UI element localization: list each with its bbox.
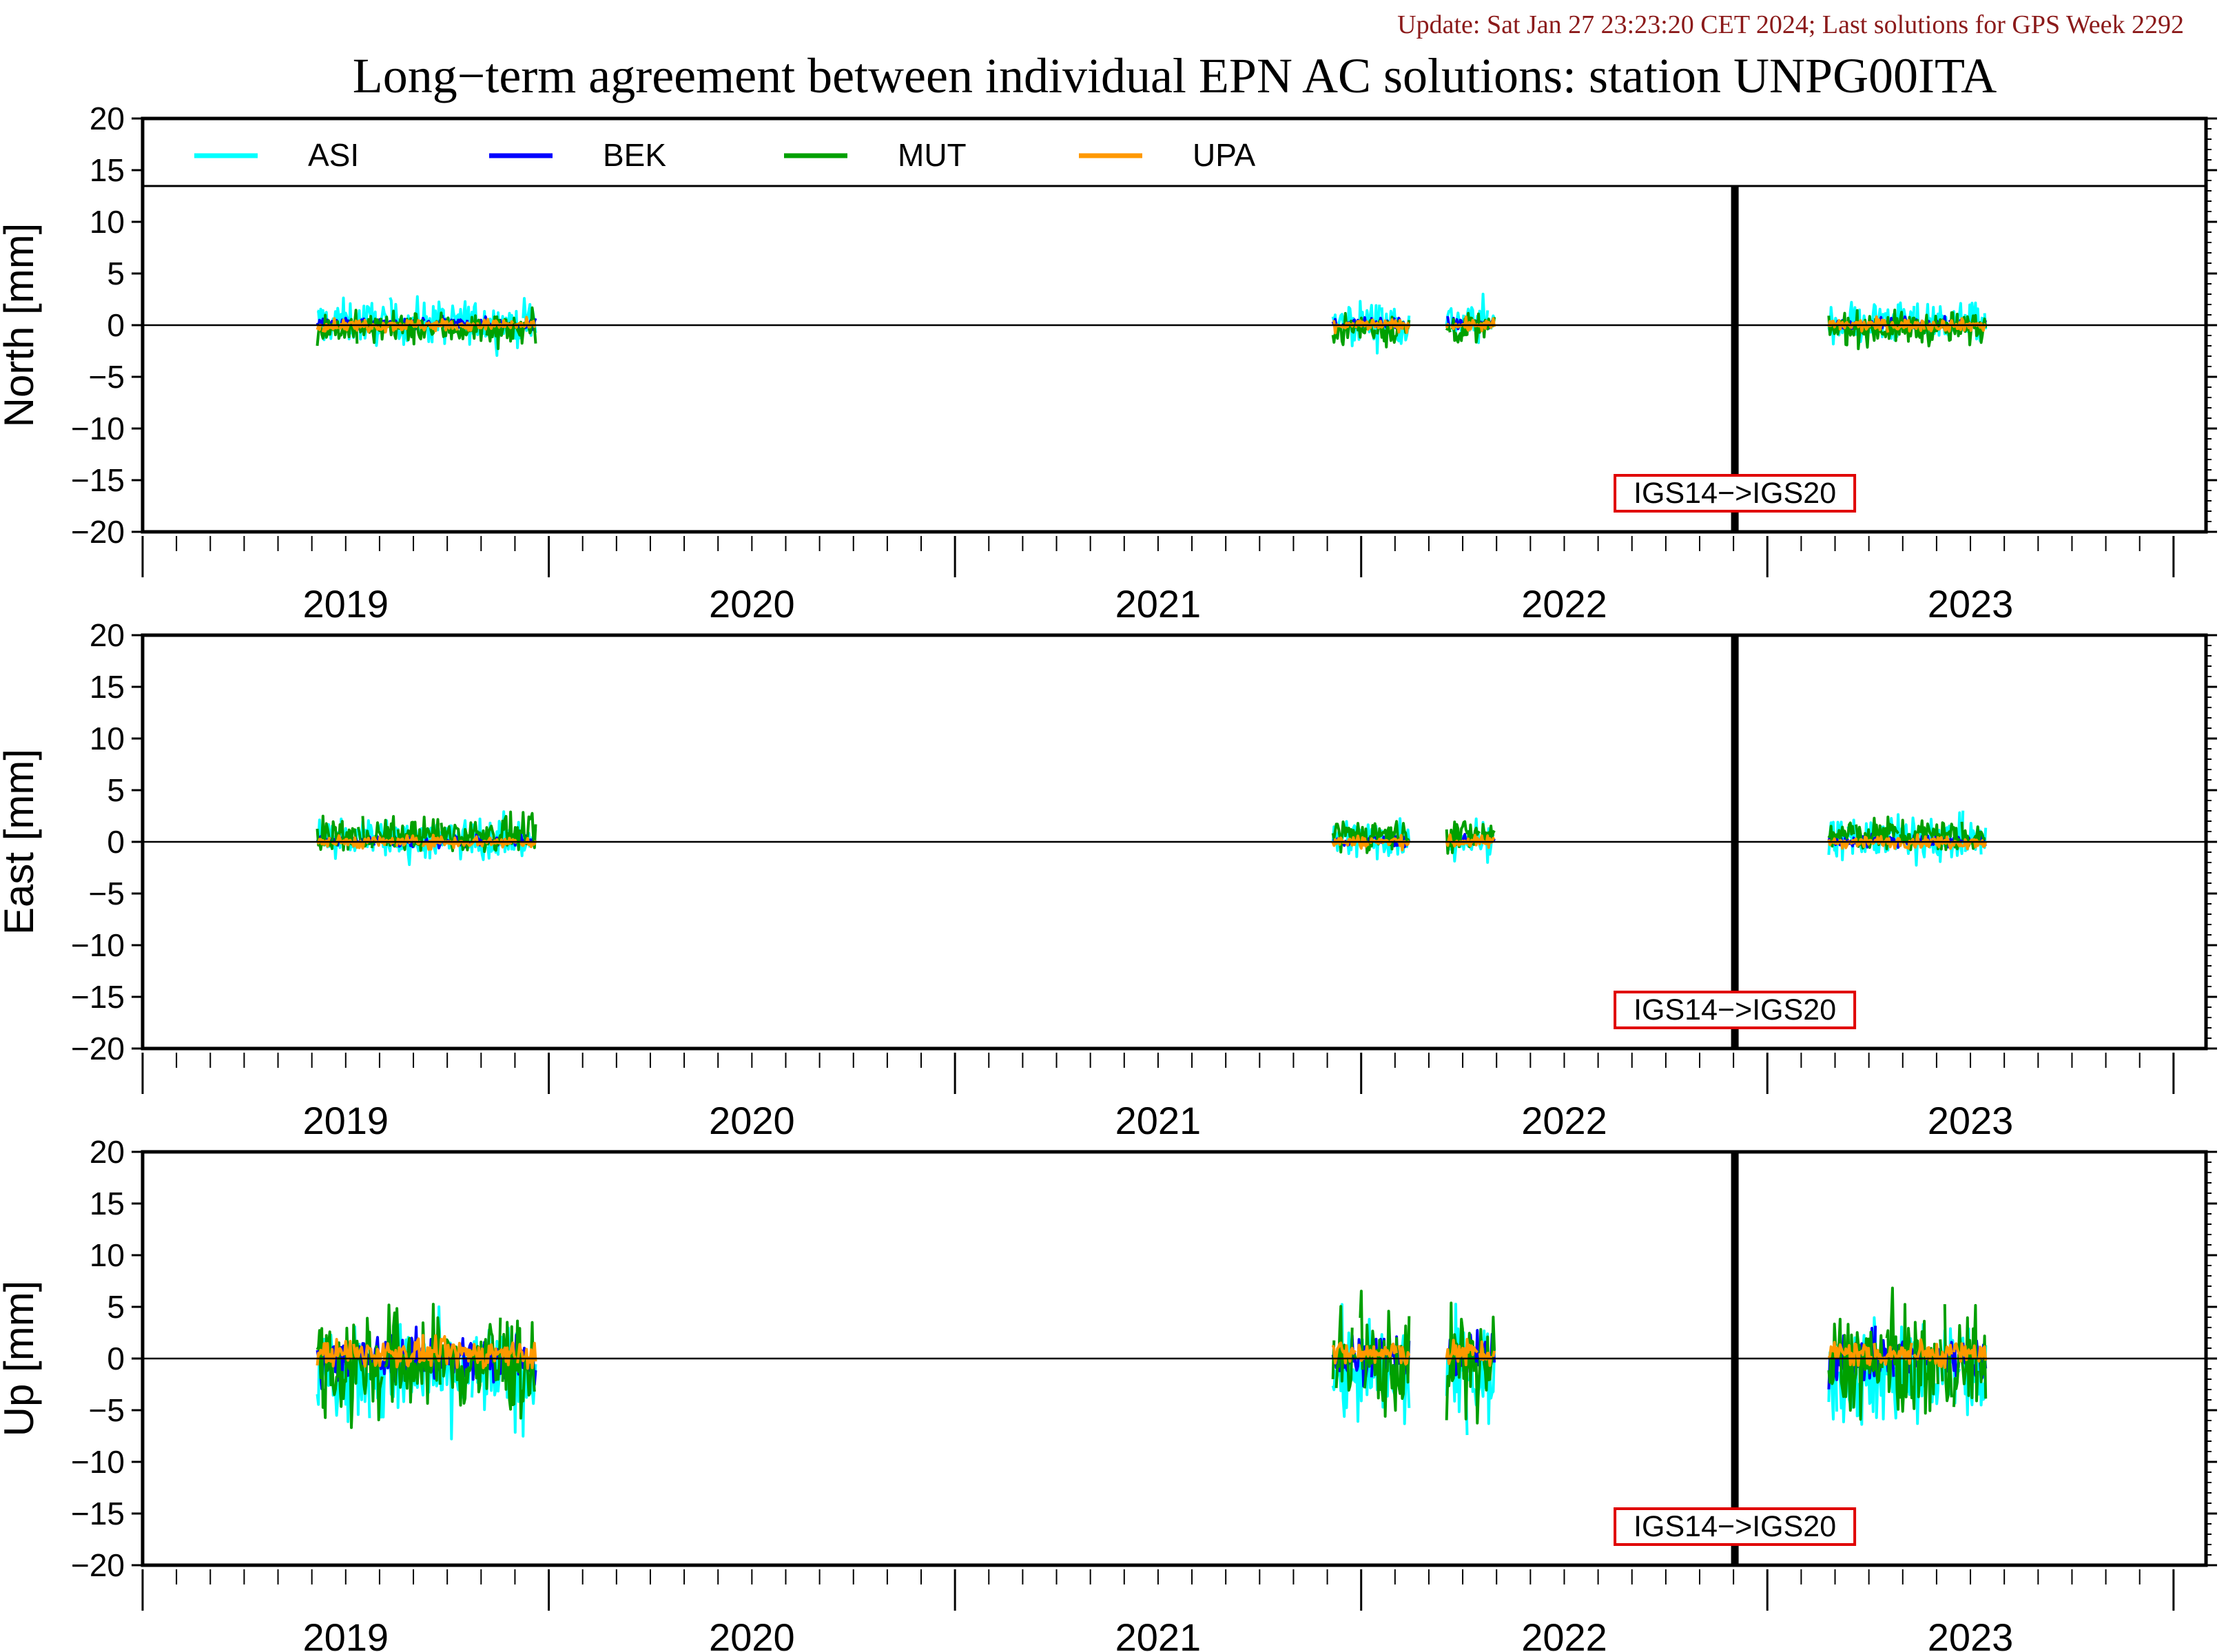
x-tick-label: 2019: [302, 582, 389, 626]
legend-label-bek: BEK: [603, 137, 666, 173]
y-tick-label: −20: [71, 1547, 125, 1583]
y-tick-label: −15: [71, 1496, 125, 1531]
y-tick-label: 0: [107, 1341, 125, 1376]
y-tick-label: −20: [71, 514, 125, 550]
x-tick-label: 2022: [1521, 1099, 1607, 1142]
y-tick-label: −5: [89, 1392, 125, 1428]
legend-background: [143, 118, 2206, 186]
legend-label-mut: MUT: [898, 137, 967, 173]
y-tick-label: −5: [89, 876, 125, 911]
y-tick-label: −5: [89, 359, 125, 395]
y-axis-label: Up [mm]: [0, 1281, 42, 1437]
y-tick-label: 5: [107, 256, 125, 291]
y-tick-label: 10: [90, 1237, 125, 1273]
y-tick-label: −15: [71, 979, 125, 1015]
x-tick-label: 2023: [1928, 1615, 2014, 1652]
y-tick-label: 15: [90, 1186, 125, 1221]
update-stamp: Update: Sat Jan 27 23:23:20 CET 2024; La…: [1397, 10, 2184, 39]
y-tick-label: 10: [90, 721, 125, 756]
data-traces: [316, 810, 1988, 867]
annotation-label: IGS14−>IGS20: [1634, 1510, 1836, 1543]
chart-title: Long−term agreement between individual E…: [353, 48, 1997, 103]
north-panel: ASI BEK MUT UPA IGS14−>IGS20 20 15 10 5 0 −5 −10 −15…: [0, 101, 2217, 626]
annotation-label: IGS14−>IGS20: [1634, 477, 1836, 510]
legend-label-asi: ASI: [308, 137, 359, 173]
y-tick-label: 5: [107, 1289, 125, 1325]
y-axis-label: North [mm]: [0, 223, 42, 428]
legend-label-upa: UPA: [1193, 137, 1255, 173]
y-tick-label: 20: [90, 617, 125, 653]
x-tick-label: 2020: [709, 582, 795, 626]
y-tick-label: 0: [107, 307, 125, 343]
x-tick-label: 2022: [1521, 1615, 1607, 1652]
x-tick-label: 2020: [709, 1615, 795, 1652]
y-tick-label: −15: [71, 462, 125, 498]
annotation-label: IGS14−>IGS20: [1634, 993, 1836, 1026]
east-panel: IGS14−>IGS20 20 15 10 5 0 −5 −10 −15 −20 East [mm]…: [0, 617, 2217, 1142]
x-tick-label: 2019: [302, 1615, 389, 1652]
y-tick-label: −10: [71, 927, 125, 963]
x-tick-label: 2019: [302, 1099, 389, 1142]
y-tick-label: −20: [71, 1031, 125, 1066]
y-axis-label: East [mm]: [0, 749, 42, 935]
annotation-box: [1614, 1507, 1857, 1546]
x-tick-label: 2023: [1928, 582, 2014, 626]
y-tick-label: 10: [90, 204, 125, 240]
annotation-box: [1614, 991, 1857, 1029]
y-tick-label: 0: [107, 824, 125, 860]
x-tick-label: 2020: [709, 1099, 795, 1142]
x-tick-label: 2021: [1115, 1615, 1202, 1652]
x-tick-label: 2023: [1928, 1099, 2014, 1142]
y-tick-label: 20: [90, 101, 125, 136]
y-tick-label: 15: [90, 152, 125, 188]
x-tick-label: 2022: [1521, 582, 1607, 626]
y-tick-label: 20: [90, 1134, 125, 1170]
annotation-box: [1614, 474, 1857, 513]
y-tick-label: 15: [90, 669, 125, 705]
x-tick-label: 2021: [1115, 1099, 1202, 1142]
x-tick-label: 2021: [1115, 582, 1202, 626]
y-tick-label: 5: [107, 772, 125, 808]
y-tick-label: −10: [71, 411, 125, 446]
up-panel: IGS14−>IGS20 20 15 10 5 0 −5 −10 −15 −20 Up [mm] 20…: [0, 1134, 2217, 1652]
y-tick-label: −10: [71, 1444, 125, 1480]
